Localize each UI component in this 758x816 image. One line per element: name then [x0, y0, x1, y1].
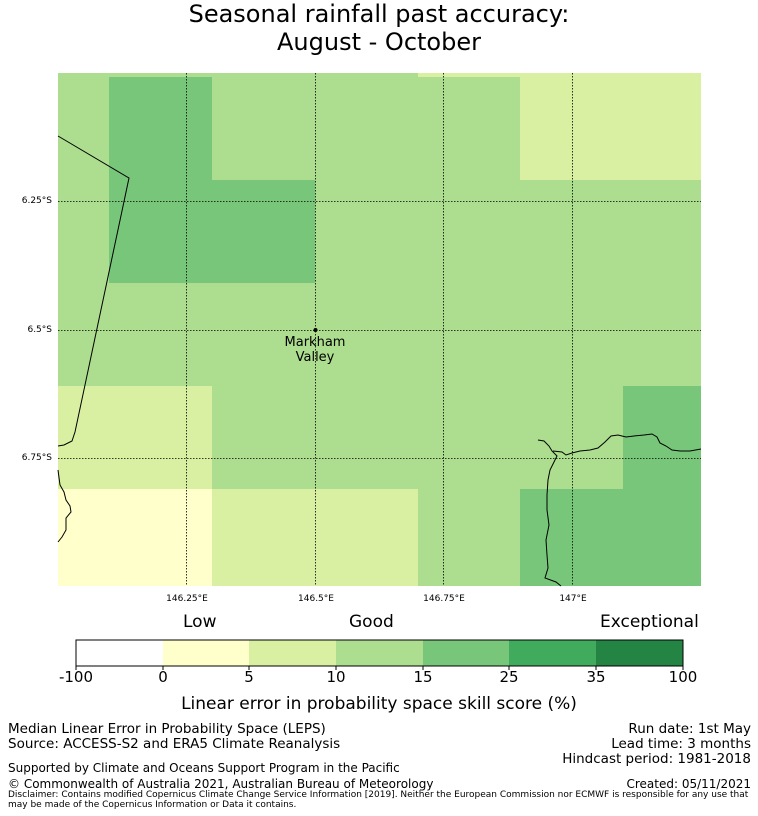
colorbar-tick-label: 25 — [499, 668, 519, 686]
lon-label: 146.75°E — [423, 594, 465, 604]
colorbar-segment — [163, 640, 249, 666]
grid-cell — [623, 386, 701, 489]
colorbar-tick-label: -100 — [58, 668, 94, 686]
coastline-east — [537, 439, 562, 587]
skill-grid — [58, 73, 701, 586]
footer-supported: Supported by Climate and Oceans Support … — [8, 761, 400, 775]
footer-lead-time: Lead time: 3 months — [611, 736, 751, 752]
colorbar-tick-label: 15 — [413, 668, 433, 686]
chart-title-line1: Seasonal rainfall past accuracy: — [188, 0, 570, 28]
footer-created: Created: 05/11/2021 — [626, 777, 751, 791]
place-marker — [313, 328, 318, 332]
category-exceptional: Exceptional — [600, 612, 699, 632]
coastline-north — [552, 433, 702, 456]
category-good: Good — [349, 612, 394, 632]
lon-label: 147°E — [559, 594, 587, 604]
grid-cell — [418, 73, 701, 77]
footer-hindcast: Hindcast period: 1981-2018 — [562, 751, 751, 767]
coastline-west — [57, 469, 72, 543]
footer-method: Median Linear Error in Probability Space… — [8, 721, 326, 737]
lon-label: 146.5°E — [298, 594, 334, 604]
lat-label: 6.25°S — [21, 196, 52, 206]
footer-copyright: © Commonwealth of Australia 2021, Austra… — [8, 777, 434, 791]
colorbar-segment — [596, 640, 683, 666]
colorbar-tick-label: 0 — [158, 668, 168, 686]
place-label-line2: Valley — [295, 350, 335, 365]
category-low: Low — [183, 612, 217, 632]
colorbar-tick-label: 10 — [326, 668, 346, 686]
colorbar-segment — [249, 640, 336, 666]
grid-cell — [520, 77, 701, 180]
footer-disclaimer: Disclaimer: Contains modified Copernicus… — [8, 790, 749, 810]
grid-cell — [212, 489, 418, 586]
grid-cell — [58, 489, 212, 586]
colorbar-tick-label: 5 — [244, 668, 254, 686]
footer-run-date: Run date: 1st May — [628, 721, 751, 737]
grid-cell — [520, 489, 701, 586]
colorbar-segment — [509, 640, 596, 666]
colorbar-title: Linear error in probability space skill … — [181, 694, 577, 714]
grid-cell — [109, 180, 315, 283]
lat-label: 6.75°S — [21, 453, 52, 463]
colorbar-outline — [75, 639, 684, 667]
grid-cell — [109, 77, 212, 180]
lon-label: 146.25°E — [166, 594, 208, 604]
footer-source: Source: ACCESS-S2 and ERA5 Climate Reana… — [8, 736, 341, 752]
colorbar-tick-label: 100 — [668, 668, 698, 686]
colorbar-tick-label: 35 — [586, 668, 606, 686]
place-label-line1: Markham — [284, 335, 346, 350]
chart-title-line2: August - October — [277, 28, 481, 56]
colorbar-segment — [423, 640, 509, 666]
lat-label: 6.5°S — [27, 325, 52, 335]
colorbar — [75, 639, 684, 670]
coastline — [57, 135, 702, 587]
colorbar-segment — [76, 640, 163, 666]
border-line — [57, 135, 130, 447]
colorbar-segment — [336, 640, 423, 666]
